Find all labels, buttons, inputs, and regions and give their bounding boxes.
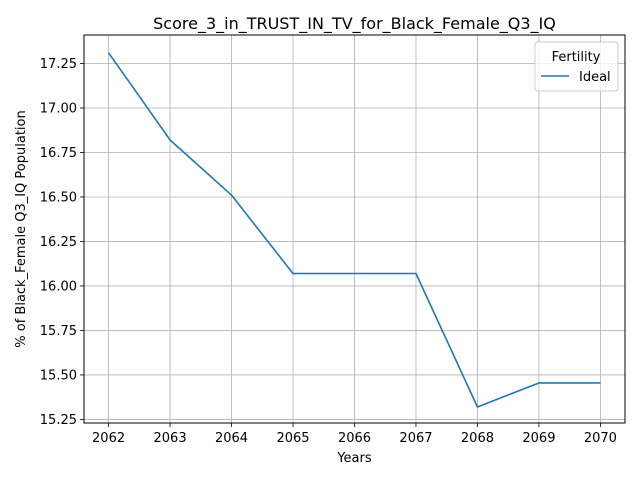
y-tick-label: 15.50 [40, 368, 77, 383]
x-tick-label: 2067 [399, 431, 432, 446]
series-lines [107, 52, 601, 408]
x-tick-label: 2069 [522, 431, 555, 446]
y-tick-label: 15.75 [40, 324, 77, 339]
legend: Fertility Ideal [534, 41, 619, 92]
y-tick-label: 17.25 [40, 57, 77, 72]
x-tick-label: 2070 [584, 431, 617, 446]
chart-title: Score_3_in_TRUST_IN_TV_for_Black_Female_… [153, 14, 556, 34]
x-tick-label: 2068 [461, 431, 494, 446]
y-tick-label: 15.25 [40, 413, 77, 428]
x-tick-label: 2065 [276, 431, 309, 446]
series-line-ideal [107, 52, 601, 408]
x-axis-title: Years [336, 451, 372, 466]
x-tick-label: 2063 [154, 431, 187, 446]
x-tick-label: 2064 [215, 431, 248, 446]
y-axis-ticks: 15.25 15.50 15.75 16.00 16.25 16.50 16.75 17.00… [40, 57, 84, 428]
legend-label-ideal: Ideal [579, 70, 611, 85]
y-tick-label: 16.75 [40, 146, 77, 161]
grid [84, 35, 625, 423]
y-tick-label: 16.00 [40, 279, 77, 294]
y-tick-label: 16.25 [40, 235, 77, 250]
x-tick-label: 2066 [338, 431, 371, 446]
y-axis-title: % of Black_Female Q3_IQ Population [14, 110, 29, 347]
legend-title: Fertility [552, 50, 601, 65]
y-tick-label: 17.00 [40, 101, 77, 116]
x-tick-label: 2062 [92, 431, 125, 446]
x-axis-ticks: 2062 2063 2064 2065 2066 2067 2068 2069 2070 [92, 423, 617, 446]
legend-box [534, 41, 619, 92]
y-tick-label: 16.50 [40, 190, 77, 205]
